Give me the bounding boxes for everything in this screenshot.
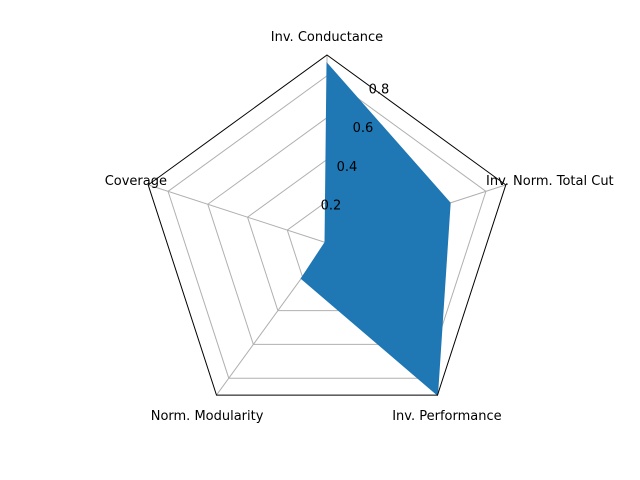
axis-label-5: Coverage	[105, 174, 167, 189]
r-tick-label: 0.6	[353, 121, 374, 136]
grid-ring-4	[167, 75, 487, 379]
axis-label-4: Norm. Modularity	[151, 409, 264, 424]
series-layer	[300, 62, 451, 397]
axis-label-3: Inv. Performance	[392, 409, 501, 424]
r-tick-label: 0.8	[369, 83, 390, 98]
r-tick-label: 0.4	[337, 160, 358, 175]
axis-label-2: Inv. Norm. Total Cut	[486, 174, 614, 189]
frame-layer	[147, 54, 507, 396]
r-tick-label: 0.2	[321, 198, 342, 213]
label-layer: Inv. Conductance Inv. Norm. Total Cut Inv.…	[105, 30, 614, 424]
spoke-5	[148, 184, 328, 244]
tick-layer: 0.2 0.4 0.6 0.8	[321, 83, 390, 214]
series-area-1	[300, 62, 451, 397]
outer-frame	[147, 54, 507, 396]
axis-label-1: Inv. Conductance	[271, 30, 383, 45]
